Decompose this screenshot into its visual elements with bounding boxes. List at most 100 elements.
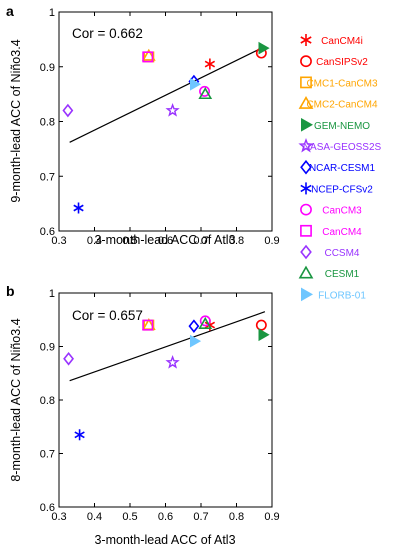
panel-b-x-tick-label: 0.9 [264, 511, 279, 523]
panel-b-regression-line [69, 311, 266, 382]
panel-a-y-tick-label: 1 [49, 7, 55, 19]
panel-b-y-axis-title: 8-month-lead ACC of Niño3.4 [9, 318, 23, 481]
panel-b-x-axis-title: 3-month-lead ACC of Atl3 [94, 533, 235, 547]
panel-b-plot-frame [58, 292, 273, 508]
legend-label: CCSM4 [324, 248, 359, 259]
legend-item: GEM-NEMO [301, 117, 370, 132]
panel-b-point-nasa-geoss2s [165, 355, 180, 369]
legend-label: FLORB-01 [318, 290, 366, 301]
legend: CanCM4i CanSIPSv2 CMC1-CanCM3 CMC2-CanCM4 GE… [298, 34, 382, 302]
legend-marker-ccsm4 [300, 244, 312, 260]
legend-marker-cesm1 [298, 265, 314, 279]
panel-a-plot-frame [58, 11, 273, 232]
legend-marker-florb-01 [301, 287, 314, 302]
legend-label: NCEP-CFSv2 [311, 184, 373, 195]
panel-a-point-cancm3 [199, 85, 211, 97]
panel-a-y-tick-label: 0.7 [40, 171, 55, 183]
legend-marker-gem-nemo [301, 117, 314, 132]
panel-a-correlation: Cor = 0.662 [72, 26, 143, 41]
panel-a-point-gem-nemo [258, 41, 270, 55]
panel-b-y-tick-label: 0.7 [40, 449, 55, 461]
legend-item: NCEP-CFSv2 [300, 182, 373, 195]
legend-label: CanCM4 [322, 227, 362, 238]
panel-b-correlation: Cor = 0.657 [72, 308, 143, 323]
legend-item: CanCM4 [300, 224, 362, 238]
legend-marker-nasa-geoss2s [298, 138, 314, 153]
panel-a-x-tick-label: 0.5 [122, 235, 137, 247]
panel-b-points [63, 315, 270, 441]
panel-b-x-tick-label: 0.4 [87, 511, 102, 523]
panel-a-x-tick-label: 0.4 [87, 235, 102, 247]
legend-item: CESM1 [298, 265, 360, 280]
legend-marker-cmc1-cancm3 [300, 76, 312, 89]
legend-label: GEM-NEMO [314, 121, 370, 132]
panel-a-x-tick-label: 0.3 [51, 235, 66, 247]
panel-a-x-tick-label: 0.6 [158, 235, 173, 247]
legend-label: CMC1-CanCM3 [306, 78, 378, 89]
panel-b-y-tick-label: 0.9 [40, 342, 55, 354]
panel-a-regression-group [69, 45, 266, 143]
panel-b-x-tick-label: 0.7 [193, 511, 208, 523]
panel-a-x-tick-label: 0.7 [193, 235, 208, 247]
panel-a-label: a [6, 3, 14, 19]
panel-b-point-ncar-cesm1 [188, 319, 200, 333]
legend-item: CMC1-CanCM3 [300, 76, 378, 89]
panel-b: b Cor = 0.657 3-month-lead ACC of Atl3 8… [6, 283, 280, 547]
panel-a-x-tick-label: 0.9 [264, 235, 279, 247]
legend-marker-ncar-cesm1 [300, 159, 312, 175]
panel-b-y-tick-label: 1 [49, 288, 55, 300]
legend-item: NCAR-CESM1 [300, 159, 376, 175]
panel-b-y-ticks: 0.6 0.7 0.8 0.9 1 0.3 0.4 0.5 0.6 0.7 0.8 0.9 [40, 288, 280, 523]
panel-b-x-tick-label: 0.6 [158, 511, 173, 523]
panel-b-point-ncep-cfsv2 [74, 429, 85, 441]
panel-b-point-cancm3 [199, 315, 211, 327]
legend-item: NASA-GEOSS2S [298, 138, 382, 153]
panel-b-point-gem-nemo [258, 328, 270, 342]
panel-b-point-cancm4 [142, 319, 154, 331]
legend-marker-cancm4 [300, 224, 312, 237]
panel-a-point-cmc2-cancm4 [141, 48, 156, 61]
panel-b-y-tick-label: 0.8 [40, 395, 55, 407]
legend-marker-cancm4i [300, 34, 312, 46]
legend-marker-cmc2-cancm4 [298, 95, 314, 109]
panel-b-point-ccsm4 [63, 352, 75, 366]
legend-item: CCSM4 [300, 244, 360, 260]
panel-a-y-tick-label: 0.6 [40, 226, 55, 238]
panel-b-x-tick-label: 0.8 [229, 511, 244, 523]
panel-b-point-cesm1 [198, 316, 213, 329]
legend-label: NASA-GEOSS2S [303, 142, 382, 153]
panel-b-y-tick-label: 0.6 [40, 502, 55, 514]
panel-a: a Cor = 0.662 3-month-lead ACC of Atl3 9… [6, 3, 280, 247]
panel-b-point-cansipsv2 [255, 319, 267, 331]
panel-b-x-tick-label: 0.3 [51, 511, 66, 523]
panel-b-label: b [6, 283, 15, 299]
panel-a-point-cesm1 [198, 87, 213, 100]
legend-marker-ncep-cfsv2 [300, 182, 312, 195]
panel-a-regression-line [69, 45, 266, 143]
panel-a-point-florb-01 [189, 77, 202, 91]
legend-item: CanCM3 [300, 203, 362, 217]
panel-a-point-ncep-cfsv2 [73, 202, 84, 214]
legend-label: CanCM3 [322, 206, 362, 217]
legend-marker-cansipsv2 [300, 55, 312, 68]
legend-label: NCAR-CESM1 [309, 163, 376, 174]
legend-item: CanSIPSv2 [300, 55, 368, 68]
panel-b-regression-group [69, 311, 266, 382]
panel-b-point-florb-01 [189, 334, 202, 348]
panel-a-y-axis-title: 9-month-lead ACC of Niño3.4 [9, 39, 23, 202]
panel-a-y-tick-label: 0.9 [40, 62, 55, 74]
legend-item: CMC2-CanCM4 [298, 95, 378, 111]
panel-a-x-tick-label: 0.8 [229, 235, 244, 247]
panel-a-x-axis-title: 3-month-lead ACC of Atl3 [94, 233, 235, 247]
panel-b-x-tick-label: 0.5 [122, 511, 137, 523]
panel-a-point-cancm4 [142, 51, 154, 63]
panel-a-point-ccsm4 [62, 103, 74, 118]
legend-label: CanCM4i [321, 36, 363, 47]
legend-item: CanCM4i [300, 34, 363, 47]
legend-marker-cancm3 [300, 203, 312, 216]
legend-label: CanSIPSv2 [316, 57, 368, 68]
panel-a-y-ticks: 0.6 0.7 0.8 0.9 1 0.3 0.4 0.5 0.6 0.7 0.8 0.9 [40, 7, 280, 247]
legend-label: CESM1 [325, 269, 360, 280]
panel-a-y-tick-label: 0.8 [40, 117, 55, 129]
